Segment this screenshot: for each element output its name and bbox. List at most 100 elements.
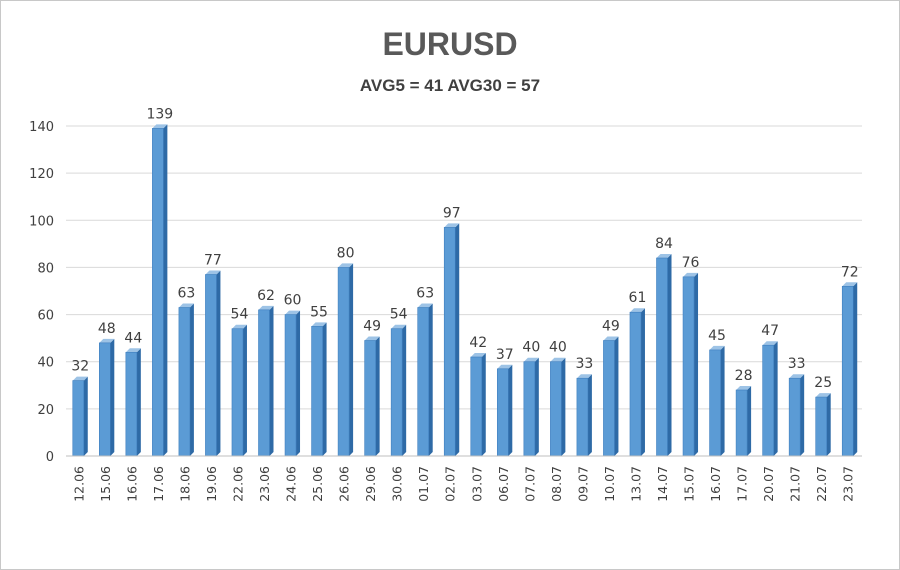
bar-top [603,336,619,341]
bar-side [667,254,672,456]
x-tick-label: 07.07 [522,466,537,502]
data-label: 40 [549,340,567,356]
bar [735,386,752,457]
bar [417,303,433,457]
data-label: 32 [71,359,89,375]
bar [550,357,566,457]
data-label: 72 [841,264,859,280]
data-label: 80 [337,245,355,261]
x-tick-label: 17.07 [735,466,750,502]
x-tick-label: 23.06 [257,466,272,502]
bar [258,305,274,457]
x-tick-label: 15.06 [98,466,113,502]
data-label: 54 [390,307,408,323]
chart-title: EURUSD [382,26,518,62]
bar-side [640,308,645,456]
bar-front [682,276,695,457]
bar-top [72,376,88,381]
x-tick-label: 30.06 [390,466,405,502]
bar-top [523,357,539,362]
bar-side [349,263,354,456]
bar [205,270,221,457]
bar-top [338,263,354,268]
bar-side [614,336,619,456]
bar-front [205,274,217,457]
bar-top [683,272,699,277]
bar-top [842,282,858,287]
data-label: 42 [469,335,487,351]
bar-front [735,389,748,457]
bar [337,263,354,457]
y-tick-label: 20 [37,403,54,418]
bar-side [322,322,327,456]
bar-front [815,396,828,457]
data-label: 33 [788,356,806,372]
data-label: 28 [735,368,753,384]
x-tick-label: 01.07 [416,466,431,502]
data-label: 63 [177,286,195,302]
bar-top [470,353,486,357]
bar-top [497,364,513,369]
bar-front [178,307,191,457]
bar-front [496,368,509,457]
bar [523,357,539,457]
bar-side [110,338,115,456]
x-tick-label: 25.06 [310,466,325,502]
bar-top [391,324,407,329]
data-label: 45 [708,328,726,344]
x-tick-label: 16.07 [708,466,723,502]
data-label: 49 [363,319,381,335]
bar-front [231,328,244,457]
data-label: 40 [522,340,540,356]
bar-front [470,356,483,457]
data-label: 55 [310,304,328,320]
bar [99,338,115,457]
bar [443,223,460,457]
bar-top [364,336,380,341]
data-label: 47 [761,323,779,339]
data-label: 62 [257,288,275,304]
bar-side [694,272,699,456]
bar-side [747,386,752,456]
bar-front [72,380,85,457]
bar [152,124,168,457]
bar-top [736,386,752,390]
bar-side [428,303,433,456]
x-tick-label: 14.07 [655,466,670,502]
data-label: 37 [496,347,514,363]
bar [364,336,380,457]
bar-top [762,341,778,346]
data-label: 84 [655,236,673,252]
bar [788,374,805,457]
bar-front [311,326,323,457]
x-tick-label: 02.07 [443,466,458,502]
bar-top [815,393,831,398]
x-tick-label: 24.06 [284,466,299,502]
bar [815,393,831,457]
data-label: 97 [443,205,461,221]
bar-side [773,341,778,456]
bar-front [656,257,668,457]
bar-front [99,342,111,457]
bar-side [853,282,858,456]
x-tick-label: 23.07 [841,466,856,502]
bar-top [231,324,247,329]
bar-top [550,357,566,362]
data-label: 76 [682,255,700,271]
bar-side [83,376,88,456]
y-tick-label: 40 [37,356,54,371]
bar [603,336,619,457]
y-tick-label: 0 [46,450,54,465]
bar-top [576,374,592,379]
bar-top [789,374,805,379]
bar-front [576,377,589,457]
bar-front [390,328,403,457]
bar-side [455,223,460,456]
bar-front [417,307,430,457]
bar-side [296,310,301,456]
y-tick-label: 60 [37,309,54,324]
x-tick-label: 18.06 [177,466,192,502]
x-tick-label: 22.06 [230,466,245,502]
x-tick-label: 10.07 [602,466,617,502]
